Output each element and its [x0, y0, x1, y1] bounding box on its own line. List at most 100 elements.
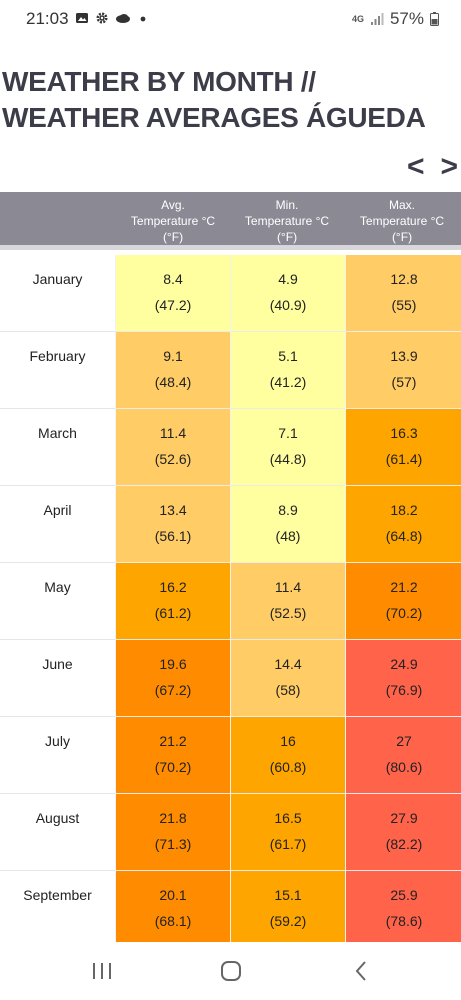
celsius-value: 15.1: [274, 887, 302, 903]
status-time: 21:03: [26, 9, 69, 28]
fahrenheit-value: (67.2): [154, 682, 192, 698]
header-min-temp: Min. Temperature °C (°F): [230, 197, 344, 245]
month-cell: February: [0, 332, 115, 409]
header-label: Max.: [388, 198, 415, 212]
table-row: July 21.2 (70.2) 16 (60.8) 27 (80.6): [0, 717, 461, 794]
table-row: March 11.4 (52.6) 7.1 (44.8) 16.3 (61.4): [0, 409, 461, 486]
fahrenheit-value: (78.6): [385, 913, 423, 929]
celsius-value: 7.1: [278, 425, 298, 441]
fahrenheit-value: (58): [275, 682, 301, 698]
header-label: Temperature °C: [244, 214, 330, 228]
page-title: WEATHER BY MONTH // WEATHER AVERAGES ÁGU…: [2, 66, 426, 133]
celsius-value: 4.9: [278, 271, 298, 287]
fahrenheit-value: (55): [391, 297, 417, 313]
weather-table: Avg. Temperature °C (°F) Min. Temperatur…: [0, 192, 461, 942]
home-icon[interactable]: [211, 956, 251, 986]
max-temp-cell: 27.9 (82.2): [345, 794, 461, 871]
celsius-value: 19.6: [159, 656, 187, 672]
celsius-value: 9.1: [163, 348, 183, 364]
header-label: Min.: [275, 198, 299, 212]
battery-icon: [430, 12, 439, 26]
max-temp-cell: 12.8 (55): [345, 255, 461, 332]
celsius-value: 14.4: [274, 656, 302, 672]
month-label: January: [32, 271, 83, 287]
dot-icon: [140, 16, 146, 22]
fahrenheit-value: (64.8): [385, 528, 423, 544]
min-temp-cell: 7.1 (44.8): [230, 409, 345, 486]
max-temp-cell: 27 (80.6): [345, 717, 461, 794]
celsius-value: 16.5: [274, 810, 302, 826]
table-row: February 9.1 (48.4) 5.1 (41.2) 13.9 (57): [0, 332, 461, 409]
fahrenheit-value: (76.9): [385, 682, 423, 698]
fahrenheit-value: (48.4): [154, 374, 192, 390]
month-cell: September: [0, 871, 115, 942]
fahrenheit-value: (41.2): [269, 374, 307, 390]
month-cell: May: [0, 563, 115, 640]
fahrenheit-value: (52.6): [154, 451, 192, 467]
fahrenheit-value: (44.8): [269, 451, 307, 467]
cloud-icon: [116, 14, 130, 23]
avg-temp-cell: 11.4 (52.6): [115, 409, 230, 486]
next-arrow-button[interactable]: >: [440, 150, 458, 183]
table-row: September 20.1 (68.1) 15.1 (59.2) 25.9 (…: [0, 871, 461, 942]
celsius-value: 11.4: [274, 579, 302, 595]
fahrenheit-value: (59.2): [269, 913, 307, 929]
min-temp-cell: 11.4 (52.5): [230, 563, 345, 640]
back-icon[interactable]: [341, 956, 381, 986]
network-type: 4G: [351, 13, 364, 24]
battery-percent: 57%: [389, 9, 424, 28]
header-avg-temp: Avg. Temperature °C (°F): [116, 197, 230, 245]
month-label: April: [43, 502, 72, 518]
table-row: August 21.8 (71.3) 16.5 (61.7) 27.9 (82.…: [0, 794, 461, 871]
recent-apps-icon[interactable]: [82, 956, 122, 986]
max-temp-cell: 25.9 (78.6): [345, 871, 461, 942]
max-temp-cell: 16.3 (61.4): [345, 409, 461, 486]
avg-temp-cell: 21.8 (71.3): [115, 794, 230, 871]
avg-temp-cell: 8.4 (47.2): [115, 255, 230, 332]
month-cell: March: [0, 409, 115, 486]
celsius-value: 24.9: [390, 656, 418, 672]
celsius-value: 12.8: [390, 271, 418, 287]
celsius-value: 16.3: [390, 425, 418, 441]
max-temp-cell: 13.9 (57): [345, 332, 461, 409]
table-row: May 16.2 (61.2) 11.4 (52.5) 21.2 (70.2): [0, 563, 461, 640]
celsius-value: 27: [396, 733, 412, 749]
min-temp-cell: 8.9 (48): [230, 486, 345, 563]
month-cell: January: [0, 255, 115, 332]
fahrenheit-value: (61.7): [269, 836, 307, 852]
avg-temp-cell: 16.2 (61.2): [115, 563, 230, 640]
status-right: 4G 57%: [352, 9, 439, 29]
max-temp-cell: 24.9 (76.9): [345, 640, 461, 717]
prev-arrow-button[interactable]: <: [406, 150, 425, 183]
fahrenheit-value: (60.8): [269, 759, 307, 775]
header-label: (°F): [391, 230, 413, 244]
celsius-value: 21.8: [159, 810, 187, 826]
status-bar: 21:03 4G 57%: [0, 0, 461, 40]
celsius-value: 16.2: [159, 579, 187, 595]
avg-temp-cell: 13.4 (56.1): [115, 486, 230, 563]
fahrenheit-value: (80.6): [385, 759, 423, 775]
header-max-temp: Max. Temperature °C (°F): [345, 197, 459, 245]
fahrenheit-value: (40.9): [269, 297, 307, 313]
celsius-value: 16: [280, 733, 296, 749]
table-nav-arrows: < >: [407, 152, 458, 182]
table-row: June 19.6 (67.2) 14.4 (58) 24.9 (76.9): [0, 640, 461, 717]
month-cell: June: [0, 640, 115, 717]
avg-temp-cell: 9.1 (48.4): [115, 332, 230, 409]
min-temp-cell: 15.1 (59.2): [230, 871, 345, 942]
fahrenheit-value: (61.2): [154, 605, 192, 621]
min-temp-cell: 4.9 (40.9): [230, 255, 345, 332]
min-temp-cell: 16.5 (61.7): [230, 794, 345, 871]
celsius-value: 25.9: [390, 887, 418, 903]
month-cell: July: [0, 717, 115, 794]
month-label: July: [45, 733, 70, 749]
header-label: Temperature °C: [130, 214, 216, 228]
fahrenheit-value: (61.4): [385, 451, 423, 467]
avg-temp-cell: 21.2 (70.2): [115, 717, 230, 794]
month-label: June: [42, 656, 73, 672]
celsius-value: 21.2: [159, 733, 187, 749]
image-icon: [76, 13, 88, 23]
gear-icon: [96, 12, 108, 24]
month-label: September: [23, 887, 92, 903]
fahrenheit-value: (47.2): [154, 297, 192, 313]
